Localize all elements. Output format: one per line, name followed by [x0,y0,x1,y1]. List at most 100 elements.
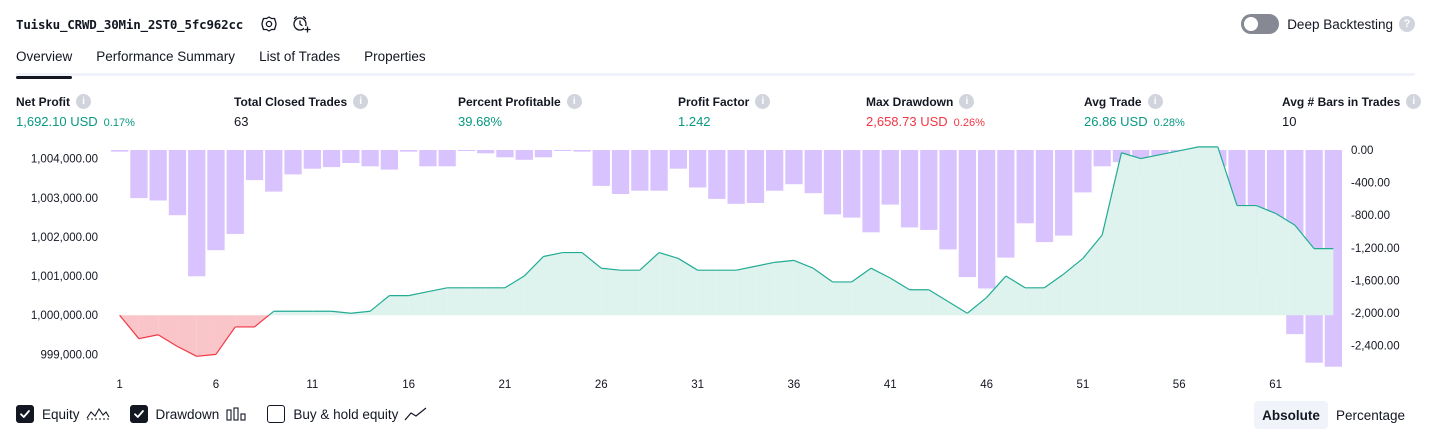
info-icon[interactable]: i [566,94,582,109]
equity-above-area [1314,248,1334,316]
equity-above-area [408,291,428,316]
equity-below-area [138,315,159,339]
metric-max-drawdown: Max Drawdown i 2,658.73 USD 0.26% [866,94,985,129]
deep-backtesting-toggle[interactable] [1241,14,1280,34]
equity-above-area [1275,213,1295,316]
info-icon[interactable]: i [1147,94,1163,109]
metric-value: 1.242 [678,114,711,129]
drawdown-bar [843,150,861,218]
equity-below-line [138,334,159,340]
left-axis-tick: 1,000,000.00 [31,310,98,322]
equity-above-area [1198,146,1218,316]
equity-below-area [119,315,139,339]
equity-above-area [427,287,448,316]
info-icon[interactable]: i [353,94,369,109]
equity-above-area [601,268,621,316]
info-icon[interactable]: i [76,94,91,109]
tab-performance-summary[interactable]: Performance Summary [96,49,236,64]
x-axis-tick: 46 [980,379,993,391]
drawdown-bar [978,150,996,289]
equity-above-area [736,266,756,316]
equity-below-line [157,334,178,348]
equity-above-area [370,295,390,316]
metric-percent-profitable: Percent Profitable i 39.68% [458,94,582,129]
equity-above-area [389,295,409,316]
equity-above-line [1101,152,1123,236]
drawdown-bar [149,150,167,201]
drawdown-bar [689,150,707,188]
equity-above-line [581,252,602,269]
info-icon[interactable]: i [1406,94,1422,109]
equity-drawdown-chart[interactable]: 1,004,000.00 1,003,000.00 1,002,000.00 1,00… [0,140,1431,396]
equity-above-line [1082,234,1103,259]
equity-above-area [909,289,929,316]
drawdown-bar [997,150,1015,258]
equity-above-line [504,275,525,289]
drawdown-bar [939,150,957,250]
equity-below-area [177,315,197,357]
equity-above-area [793,260,814,316]
metric-label: Total Closed Trades [234,94,348,109]
drawdown-toggle[interactable]: Drawdown [129,405,248,423]
drawdown-bar [727,150,745,204]
x-axis-tick: 21 [499,379,512,391]
drawdown-bar [1016,150,1034,224]
equity-above-area [293,311,313,316]
equity-above-area [1294,225,1315,316]
metric-label: Percent Profitable [458,94,561,109]
right-axis-tick: -800.00 [1351,210,1390,222]
drawdown-bar [207,150,225,251]
x-axis-tick: 16 [402,379,415,391]
metric-total-closed-trades: Total Closed Trades i 63 [234,94,369,129]
metric-avg-trade: Avg Trade i 26.86 USD 0.28% [1084,94,1185,129]
equity-above-line [1140,154,1161,160]
buy-hold-checkbox[interactable] [267,405,286,423]
equity-above-area [620,270,640,316]
x-axis-tick: 51 [1077,379,1090,391]
equity-above-area [524,256,544,316]
settings-icon[interactable] [259,14,279,34]
equity-above-area [1082,234,1103,316]
equity-above-area [928,289,949,316]
equity-above-line [408,291,429,297]
drawdown-bar [457,150,476,151]
left-axis-tick: 999,000.00 [40,349,98,361]
drawdown-bar [669,150,687,169]
x-axis-tick: 31 [691,379,704,391]
drawdown-bar [438,150,456,167]
equity-above-line [851,267,872,283]
metric-avg-bars-in-trades: Avg # Bars in Trades i 10 [1282,94,1422,129]
metric-value: 1,692.10 USD [16,114,98,129]
equity-above-line [639,252,660,271]
drawdown-bar [188,150,206,277]
equity-above-area [832,281,852,316]
drawdown-bar [284,150,302,175]
drawdown-checkbox[interactable] [129,405,148,423]
buy-hold-label: Buy & hold equity [293,406,399,422]
tab-list-of-trades[interactable]: List of Trades [259,49,341,64]
equity-above-line [658,251,679,260]
info-icon[interactable]: i [755,94,771,109]
help-icon[interactable]: ? [1399,16,1415,32]
tab-overview[interactable]: Overview [16,42,73,79]
tab-properties[interactable]: Properties [364,49,426,64]
equity-below-line [215,326,236,355]
drawdown-bar [650,150,668,191]
x-axis-tick: 11 [306,379,318,391]
equity-above-line [1179,146,1199,152]
drawdown-bar [920,150,938,230]
equity-above-line [1005,275,1026,289]
x-axis-tick: 36 [788,379,801,391]
equity-checkbox[interactable] [16,405,34,423]
info-icon[interactable]: i [959,94,975,109]
absolute-button[interactable]: Absolute [1254,401,1328,429]
equity-above-area [774,260,794,316]
equity-toggle[interactable]: Equity [16,405,110,423]
drawdown-bar [804,150,822,194]
buy-hold-toggle[interactable]: Buy & hold equity [267,405,428,423]
percentage-button[interactable]: Percentage [1335,407,1405,423]
metric-label: Avg # Bars in Trades [1282,94,1401,109]
equity-above-area [1256,205,1276,316]
equity-below-area [196,315,216,357]
add-alert-icon[interactable] [291,14,312,34]
